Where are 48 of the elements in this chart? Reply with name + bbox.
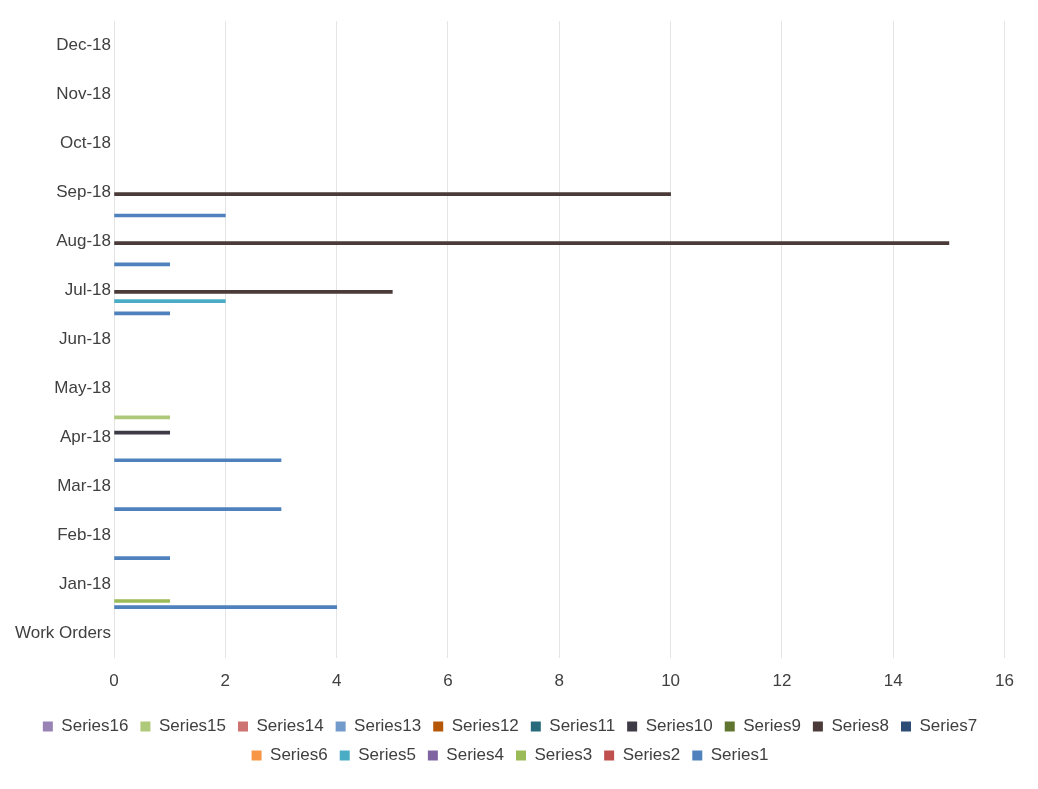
legend-label: Series16 (61, 716, 129, 736)
bar (114, 605, 337, 609)
x-tick-label: 4 (331, 671, 342, 691)
y-tick-label: Mar-18 (57, 475, 112, 495)
legend-label: Series13 (354, 716, 422, 736)
x-tick-label: 8 (554, 671, 565, 691)
bar (114, 556, 171, 561)
x-tick-label: 12 (772, 671, 792, 691)
legend-label: Series4 (446, 745, 504, 765)
legend-label: Series7 (919, 716, 978, 736)
bar (114, 299, 226, 304)
y-tick-label: Apr-18 (60, 427, 112, 446)
legend-label: Series12 (451, 716, 519, 736)
legend-label: Series15 (158, 716, 227, 736)
y-tick-label: Jul-18 (64, 280, 112, 300)
x-tick-label: 2 (220, 671, 231, 691)
y-tick-label: May-18 (54, 378, 112, 398)
bar (114, 290, 393, 294)
x-tick-label: 10 (661, 671, 681, 691)
y-tick-label: Feb-18 (57, 524, 112, 544)
legend-label: Series5 (358, 745, 416, 765)
x-tick-label: 0 (109, 671, 119, 691)
bar (114, 430, 171, 435)
bar (114, 599, 171, 603)
bar (114, 241, 950, 245)
legend-label: Series1 (710, 745, 769, 765)
legend-label: Series6 (270, 745, 328, 765)
bar (114, 507, 282, 512)
bar (114, 192, 671, 196)
y-tick-label: Oct-18 (60, 133, 112, 153)
x-tick-label: 16 (995, 671, 1015, 691)
legend-label: Series3 (534, 745, 593, 765)
y-tick-label: Jun-18 (59, 329, 112, 349)
y-tick-label: Sep-18 (56, 182, 112, 202)
legend-label: Series2 (622, 745, 681, 765)
y-tick-label: Dec-18 (56, 35, 112, 55)
y-tick-label: Nov-18 (56, 84, 112, 104)
y-tick-label: Work Orders (14, 622, 112, 642)
legend-label: Series14 (256, 716, 324, 736)
x-tick-label: 6 (443, 671, 453, 691)
legend-label: Series8 (831, 716, 890, 736)
legend-label: Series11 (549, 716, 616, 736)
x-tick-label: 14 (883, 671, 903, 691)
bar (114, 458, 282, 463)
y-tick-label: Jan-18 (59, 573, 112, 593)
y-tick-label: Aug-18 (56, 231, 112, 251)
legend-label: Series10 (645, 716, 713, 736)
legend-label: Series9 (743, 716, 801, 736)
